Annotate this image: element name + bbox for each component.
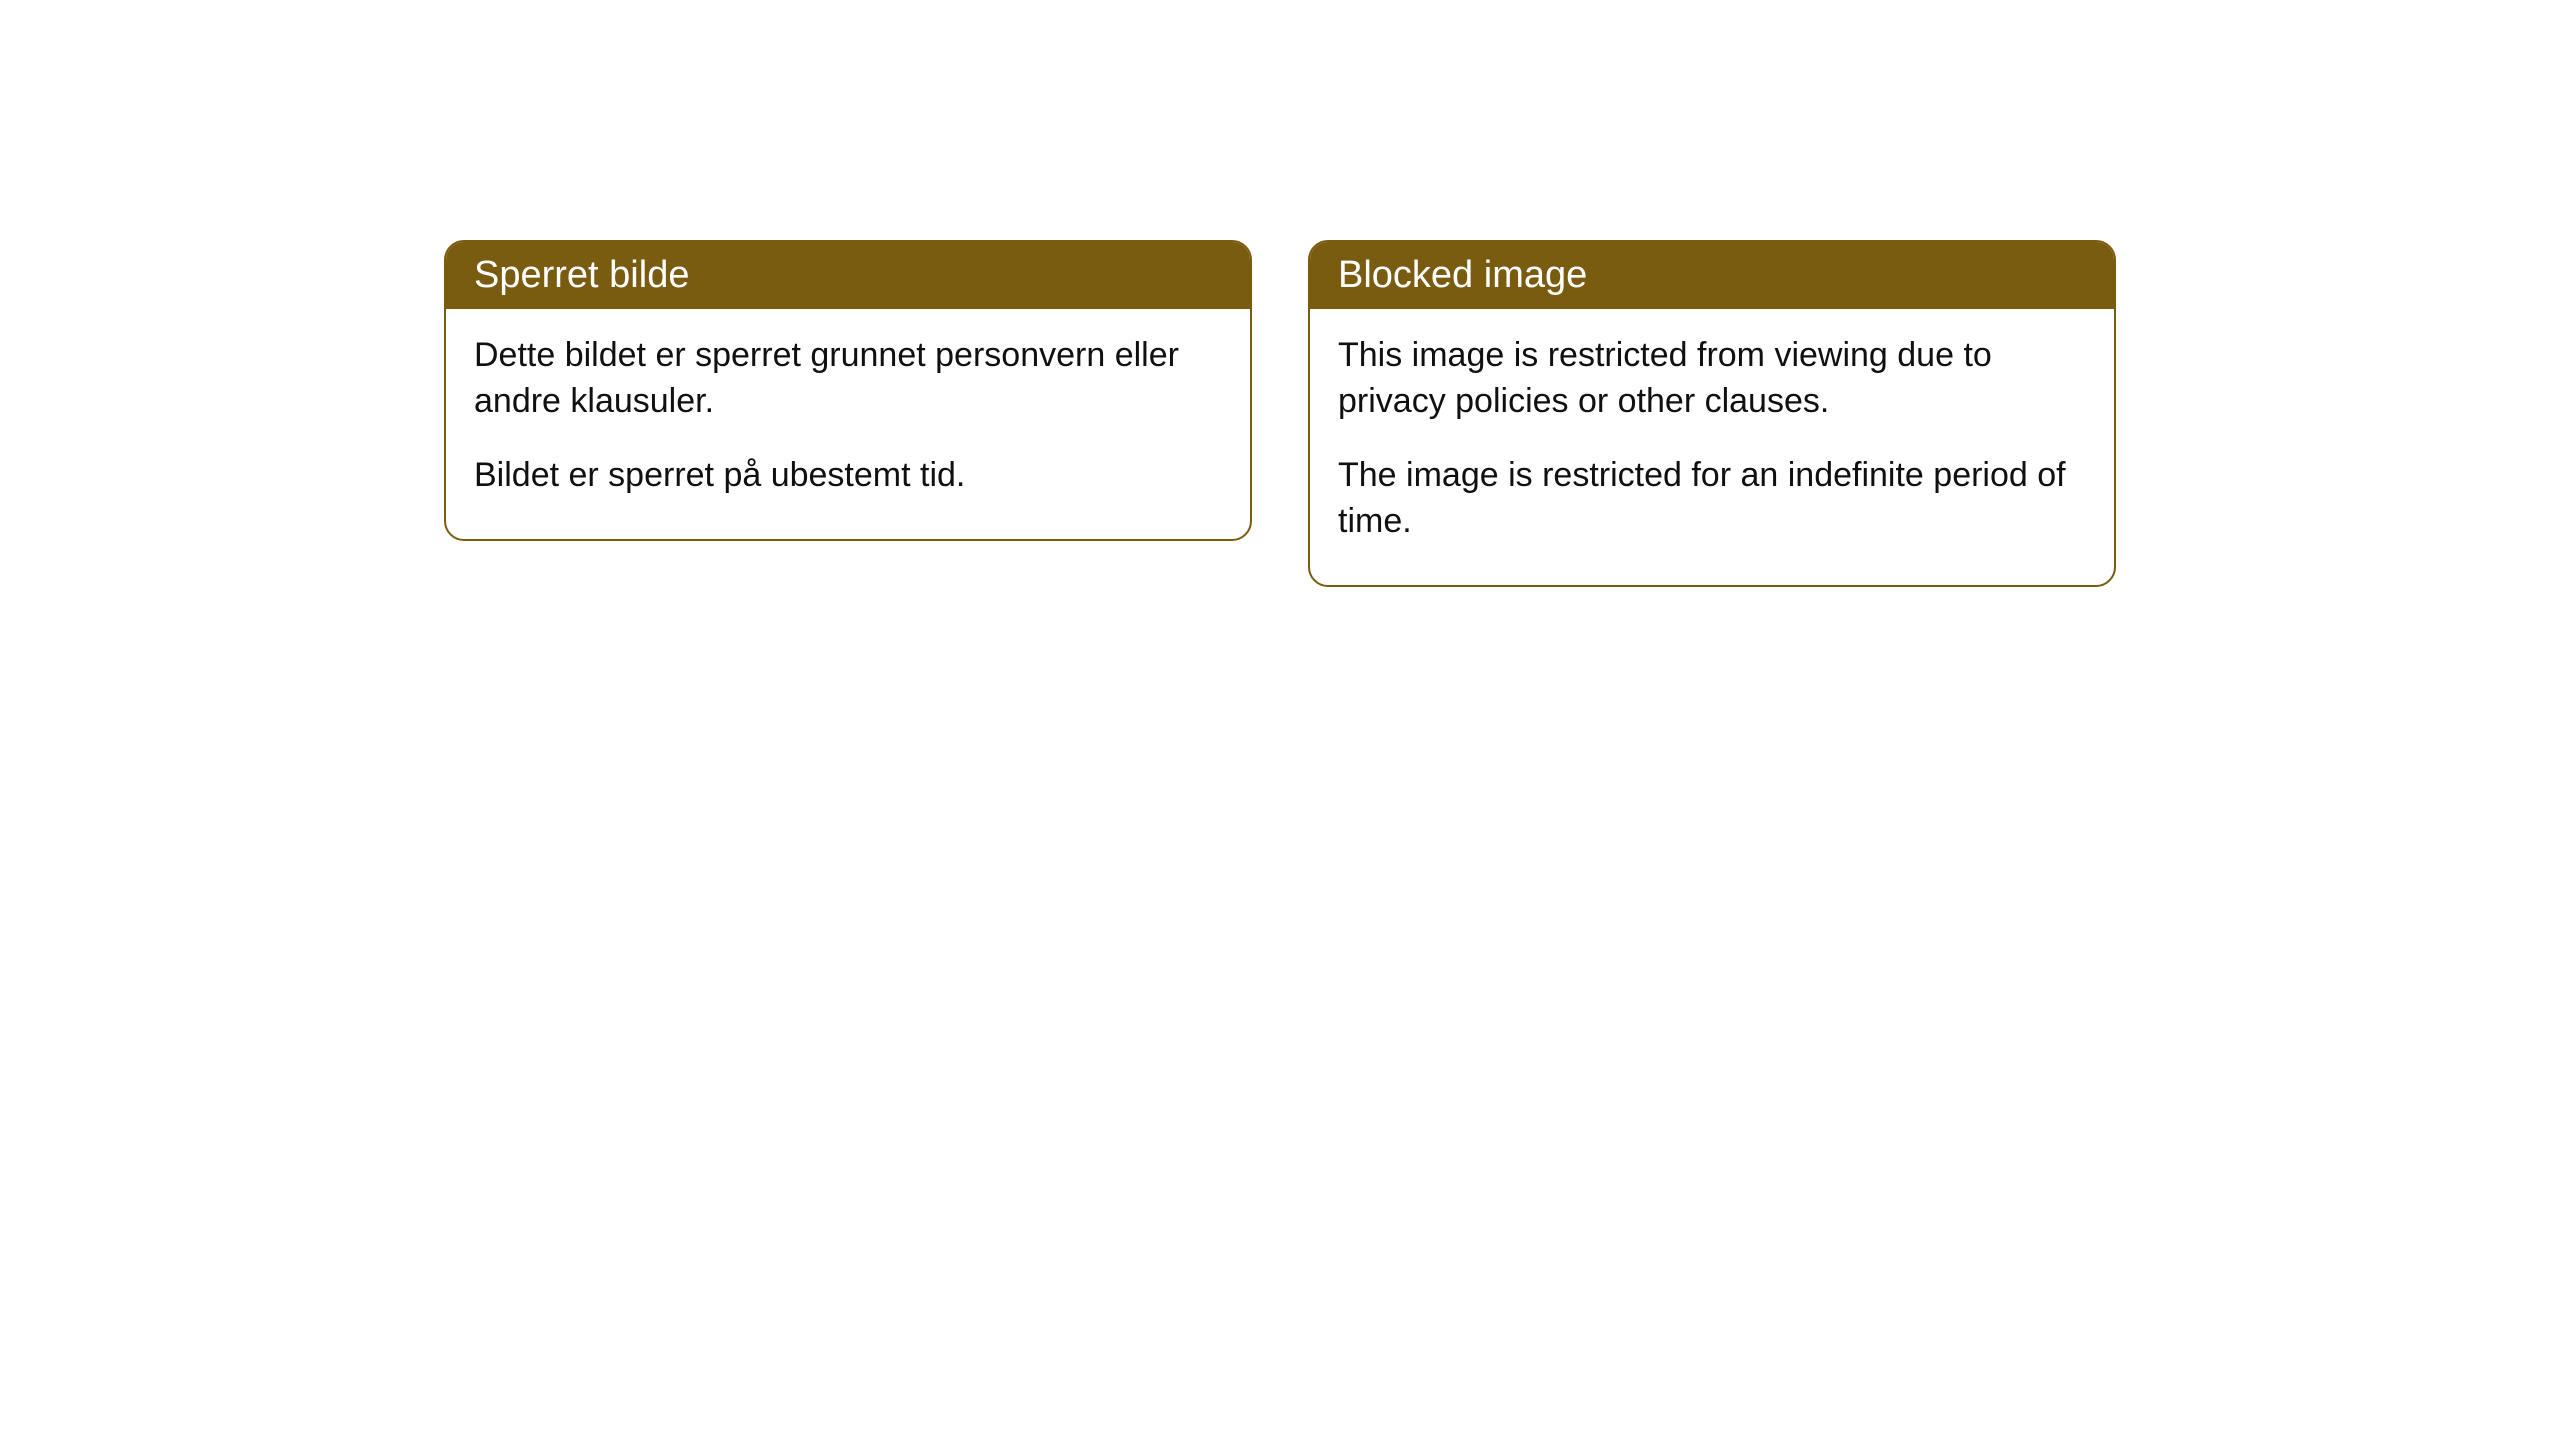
card-text-no-1: Dette bildet er sperret grunnet personve… — [474, 333, 1222, 425]
card-text-no-2: Bildet er sperret på ubestemt tid. — [474, 453, 1222, 499]
card-body-en: This image is restricted from viewing du… — [1310, 309, 2114, 585]
card-header-no: Sperret bilde — [446, 242, 1250, 309]
card-header-en: Blocked image — [1310, 242, 2114, 309]
card-body-no: Dette bildet er sperret grunnet personve… — [446, 309, 1250, 539]
cards-container: Sperret bilde Dette bildet er sperret gr… — [444, 240, 2116, 1440]
card-text-en-1: This image is restricted from viewing du… — [1338, 333, 2086, 425]
blocked-image-card-en: Blocked image This image is restricted f… — [1308, 240, 2116, 587]
blocked-image-card-no: Sperret bilde Dette bildet er sperret gr… — [444, 240, 1252, 541]
card-text-en-2: The image is restricted for an indefinit… — [1338, 453, 2086, 545]
